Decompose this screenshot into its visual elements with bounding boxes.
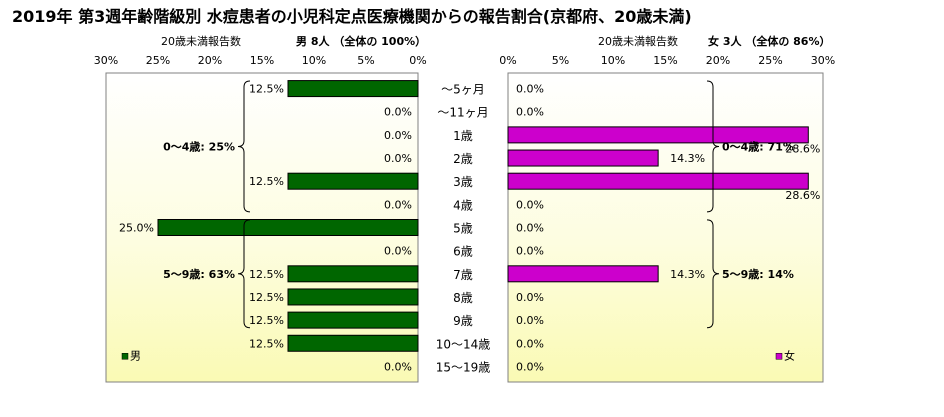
female-axis-label: 20歳未満報告数 bbox=[598, 35, 678, 48]
category-label: 1歳 bbox=[453, 129, 473, 143]
male-group-brace bbox=[237, 80, 251, 213]
male-value-label: 0.0% bbox=[384, 245, 412, 258]
category-label: 10～14歳 bbox=[436, 337, 491, 351]
female-tick-label: 0% bbox=[499, 54, 516, 67]
female-tick-label: 10% bbox=[601, 54, 625, 67]
category-label: 6歳 bbox=[453, 245, 473, 259]
male-tick-label: 20% bbox=[198, 54, 222, 67]
chart-title: 2019年 第3週年齢階級別 水痘患者の小児科定点医療機関からの報告割合(京都府… bbox=[12, 7, 692, 26]
category-label: ～11ヶ月 bbox=[437, 106, 488, 120]
male-tick-label: 30% bbox=[94, 54, 118, 67]
male-tick-label: 5% bbox=[357, 54, 374, 67]
female-group-brace bbox=[706, 80, 720, 213]
female-header: 女 3人 （全体の 86%） bbox=[708, 34, 830, 48]
female-legend-label: 女 bbox=[784, 348, 795, 362]
category-label: 15～19歳 bbox=[436, 360, 491, 374]
category-label: ～5ヶ月 bbox=[441, 83, 485, 97]
male-group-label: 0～4歳: 25% bbox=[163, 139, 235, 153]
male-value-label: 0.0% bbox=[384, 129, 412, 142]
category-label: 9歳 bbox=[453, 314, 473, 328]
female-value-label: 14.3% bbox=[670, 152, 705, 165]
female-bar bbox=[507, 172, 809, 190]
male-bar bbox=[287, 311, 419, 329]
male-value-label: 25.0% bbox=[119, 222, 154, 235]
male-bar bbox=[287, 288, 419, 306]
male-value-label: 12.5% bbox=[249, 83, 284, 96]
male-bar bbox=[287, 265, 419, 283]
female-bar bbox=[507, 149, 659, 167]
male-group-brace bbox=[237, 219, 251, 329]
male-axis-label: 20歳未満報告数 bbox=[161, 35, 241, 48]
female-value-label: 28.6% bbox=[785, 189, 820, 202]
male-value-label: 12.5% bbox=[249, 314, 284, 327]
category-label: 4歳 bbox=[453, 198, 473, 212]
female-value-label: 0.0% bbox=[516, 291, 544, 304]
female-legend-swatch bbox=[775, 353, 783, 360]
female-value-label: 14.3% bbox=[670, 268, 705, 281]
male-legend-label: 男 bbox=[130, 349, 141, 362]
female-value-label: 0.0% bbox=[516, 360, 544, 373]
male-tick-label: 15% bbox=[250, 54, 274, 67]
female-bar bbox=[507, 265, 659, 283]
male-tick-label: 25% bbox=[146, 54, 170, 67]
male-legend-swatch bbox=[121, 353, 129, 360]
male-group-label: 5～9歳: 63% bbox=[163, 267, 235, 281]
female-tick-label: 5% bbox=[552, 54, 569, 67]
female-value-label: 0.0% bbox=[516, 245, 544, 258]
category-label: 3歳 bbox=[453, 175, 473, 189]
male-bar bbox=[287, 334, 419, 352]
male-value-label: 12.5% bbox=[249, 291, 284, 304]
female-tick-label: 30% bbox=[811, 54, 835, 67]
category-label: 7歳 bbox=[453, 268, 473, 282]
male-tick-label: 10% bbox=[302, 54, 326, 67]
male-value-label: 12.5% bbox=[249, 337, 284, 350]
female-bar bbox=[507, 126, 809, 144]
female-tick-label: 15% bbox=[653, 54, 677, 67]
female-group-label: 5～9歳: 14% bbox=[722, 267, 794, 281]
female-tick-label: 20% bbox=[706, 54, 730, 67]
male-value-label: 0.0% bbox=[384, 106, 412, 119]
female-group-brace bbox=[706, 219, 720, 329]
category-label: 2歳 bbox=[453, 152, 473, 166]
female-value-label: 28.6% bbox=[785, 142, 820, 155]
male-value-label: 0.0% bbox=[384, 152, 412, 165]
male-bar bbox=[157, 219, 419, 236]
male-tick-label: 0% bbox=[409, 54, 426, 67]
male-value-label: 12.5% bbox=[249, 175, 284, 188]
female-plot-area bbox=[507, 72, 824, 383]
female-value-label: 0.0% bbox=[516, 314, 544, 327]
female-group-label: 0～4歳: 71% bbox=[722, 139, 794, 153]
female-value-label: 0.0% bbox=[516, 222, 544, 235]
female-value-label: 0.0% bbox=[516, 106, 544, 119]
male-header: 男 8人 （全体の 100%） bbox=[296, 34, 426, 48]
male-value-label: 0.0% bbox=[384, 198, 412, 211]
female-value-label: 0.0% bbox=[516, 198, 544, 211]
female-value-label: 0.0% bbox=[516, 83, 544, 96]
male-value-label: 0.0% bbox=[384, 360, 412, 373]
male-bar bbox=[287, 172, 419, 190]
male-bar bbox=[287, 80, 419, 98]
category-label: 5歳 bbox=[453, 222, 473, 236]
female-tick-label: 25% bbox=[758, 54, 782, 67]
category-label: 8歳 bbox=[453, 291, 473, 305]
female-value-label: 0.0% bbox=[516, 337, 544, 350]
male-value-label: 12.5% bbox=[249, 268, 284, 281]
